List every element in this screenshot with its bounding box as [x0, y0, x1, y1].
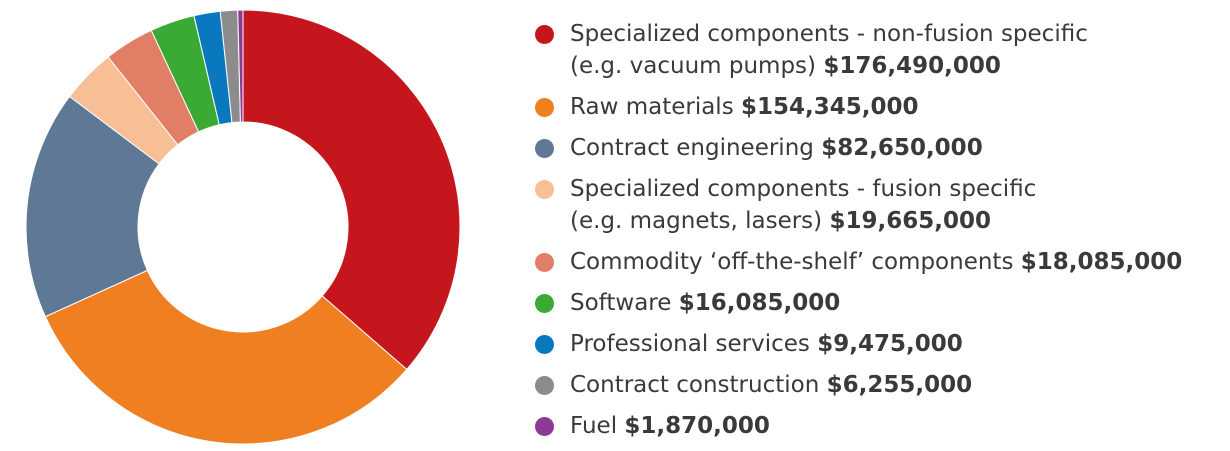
legend-label: Specialized components - non-fusion spec… [570, 21, 1088, 79]
legend-marker [535, 417, 554, 436]
legend-marker [535, 253, 554, 272]
legend-marker [535, 98, 554, 117]
legend-label: Contract engineering [570, 135, 814, 161]
slice [242, 9, 461, 371]
value-label: $154,345,000 [741, 94, 919, 120]
slice [237, 9, 244, 123]
legend-label: Fuel [570, 413, 618, 439]
legend-label: Professional services [570, 331, 810, 357]
legend-item: Professional services $9,475,000 [532, 328, 1182, 360]
legend-item: Contract construction $6,255,000 [532, 369, 1182, 401]
value-label: $19,665,000 [829, 208, 991, 234]
legend-label: Specialized components - fusion specific… [570, 176, 1037, 234]
legend-item: Commodity ‘off-the-shelf’ components $18… [532, 246, 1182, 278]
legend-marker [535, 294, 554, 313]
legend-marker [535, 180, 554, 199]
slice [44, 269, 408, 445]
value-label: $82,650,000 [821, 135, 983, 161]
donut-chart [25, 9, 461, 445]
legend-item: Specialized components - fusion specific… [532, 173, 1182, 237]
value-label: $16,085,000 [678, 290, 841, 316]
legend: Specialized components - non-fusion spec… [532, 18, 1182, 451]
legend-marker [535, 139, 554, 158]
legend-item: Software $16,085,000 [532, 287, 1182, 319]
value-label: $18,085,000 [1020, 249, 1183, 275]
legend-item: Raw materials $154,345,000 [532, 91, 1182, 123]
legend-item: Fuel $1,870,000 [532, 410, 1182, 442]
value-label: $176,490,000 [823, 53, 1001, 79]
legend-label: Contract construction [570, 372, 820, 398]
legend-item: Specialized components - non-fusion spec… [532, 18, 1182, 82]
legend-label: Software [570, 290, 672, 316]
value-label: $1,870,000 [624, 413, 770, 439]
legend-item: Contract engineering $82,650,000 [532, 132, 1182, 164]
legend-label: Commodity ‘off-the-shelf’ components [570, 249, 1014, 275]
legend-marker [535, 376, 554, 395]
slice [25, 95, 160, 318]
legend-label: Raw materials [570, 94, 734, 120]
legend-marker [535, 335, 554, 354]
value-label: $6,255,000 [826, 372, 973, 398]
legend-marker [535, 25, 554, 44]
value-label: $9,475,000 [817, 331, 963, 357]
